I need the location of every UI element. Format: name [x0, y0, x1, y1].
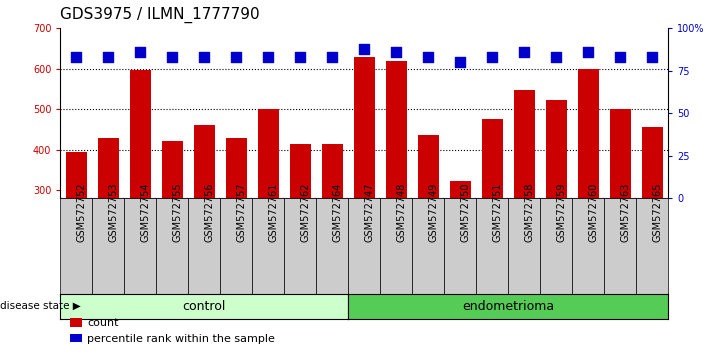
Bar: [514, 90, 535, 198]
FancyBboxPatch shape: [124, 198, 156, 294]
Bar: [322, 144, 343, 198]
Bar: [386, 62, 407, 198]
Text: GSM572752: GSM572752: [77, 183, 87, 242]
Text: endometrioma: endometrioma: [462, 300, 555, 313]
FancyBboxPatch shape: [636, 198, 668, 294]
Bar: [418, 135, 439, 198]
Text: GSM572757: GSM572757: [236, 183, 247, 242]
Text: control: control: [183, 300, 226, 313]
FancyBboxPatch shape: [284, 198, 316, 294]
FancyBboxPatch shape: [604, 198, 636, 294]
Bar: [642, 127, 663, 198]
Bar: [226, 138, 247, 198]
Text: GSM572747: GSM572747: [364, 183, 375, 242]
Bar: [578, 69, 599, 198]
Point: [518, 49, 530, 55]
FancyBboxPatch shape: [188, 198, 220, 294]
Point: [391, 49, 402, 55]
FancyBboxPatch shape: [60, 198, 92, 294]
Text: disease state ▶: disease state ▶: [0, 301, 81, 311]
Text: GSM572748: GSM572748: [397, 183, 407, 242]
Bar: [258, 109, 279, 198]
Text: GSM572751: GSM572751: [492, 183, 503, 242]
Text: GSM572753: GSM572753: [109, 183, 119, 242]
Point: [103, 55, 114, 60]
Bar: [610, 109, 631, 198]
Bar: [354, 57, 375, 198]
Text: GSM572760: GSM572760: [589, 183, 599, 242]
Point: [358, 46, 370, 52]
Point: [326, 55, 338, 60]
Text: GSM572758: GSM572758: [524, 183, 535, 242]
Text: GSM572749: GSM572749: [428, 183, 439, 242]
Text: GSM572756: GSM572756: [205, 183, 215, 242]
Point: [71, 55, 82, 60]
Point: [198, 55, 210, 60]
FancyBboxPatch shape: [508, 198, 540, 294]
Point: [486, 55, 498, 60]
Text: GSM572754: GSM572754: [141, 183, 151, 242]
Point: [262, 55, 274, 60]
FancyBboxPatch shape: [380, 198, 412, 294]
FancyBboxPatch shape: [476, 198, 508, 294]
Point: [455, 59, 466, 65]
Bar: [290, 144, 311, 198]
Bar: [66, 152, 87, 198]
Point: [647, 55, 658, 60]
Bar: [162, 141, 183, 198]
FancyBboxPatch shape: [220, 198, 252, 294]
Text: GSM572765: GSM572765: [653, 183, 663, 242]
Text: GSM572761: GSM572761: [268, 183, 279, 242]
Point: [230, 55, 242, 60]
Point: [135, 49, 146, 55]
Text: GSM572764: GSM572764: [332, 183, 343, 242]
Text: GDS3975 / ILMN_1777790: GDS3975 / ILMN_1777790: [60, 7, 260, 23]
FancyBboxPatch shape: [92, 198, 124, 294]
Bar: [194, 125, 215, 198]
FancyBboxPatch shape: [540, 198, 572, 294]
Bar: [546, 100, 567, 198]
Text: GSM572750: GSM572750: [461, 183, 471, 242]
Point: [294, 55, 306, 60]
FancyBboxPatch shape: [156, 198, 188, 294]
FancyBboxPatch shape: [348, 198, 380, 294]
FancyBboxPatch shape: [412, 198, 444, 294]
Bar: [450, 181, 471, 198]
Bar: [482, 119, 503, 198]
Text: GSM572763: GSM572763: [620, 183, 631, 242]
FancyBboxPatch shape: [444, 198, 476, 294]
FancyBboxPatch shape: [252, 198, 284, 294]
Point: [166, 55, 178, 60]
FancyBboxPatch shape: [316, 198, 348, 294]
Point: [614, 55, 626, 60]
Point: [550, 55, 562, 60]
FancyBboxPatch shape: [572, 198, 604, 294]
Text: GSM572759: GSM572759: [556, 183, 567, 242]
Text: GSM572762: GSM572762: [300, 183, 311, 242]
Legend: count, percentile rank within the sample: count, percentile rank within the sample: [66, 314, 279, 348]
Point: [422, 55, 434, 60]
Text: GSM572755: GSM572755: [172, 183, 183, 242]
Bar: [130, 70, 151, 198]
Point: [583, 49, 594, 55]
Bar: [98, 138, 119, 198]
